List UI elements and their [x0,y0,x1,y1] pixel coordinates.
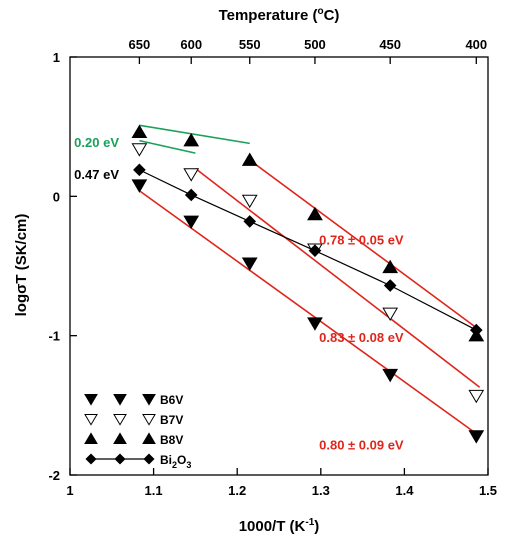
legend-label: B7V [160,413,183,427]
legend-marker [85,453,97,465]
data-point [131,179,148,193]
legend-item: B7V [84,413,183,427]
legend-marker [113,432,127,444]
plot-area: 1 1.1 1.2 1.3 1.4 1.5 -2 -1 0 1 650 600 550 500 450 400… [48,37,497,498]
fit-line [194,167,481,388]
data-point [183,132,200,147]
data-point [382,307,399,322]
legend-marker [113,394,127,406]
data-point [133,163,146,177]
series-4 [133,163,483,337]
fit-line [249,159,481,331]
data-point [183,168,200,182]
series-1 [131,179,485,444]
annotation-label: 0.78 ± 0.05 eV [319,233,404,248]
y-axis-title: logσT (SK/cm) [13,214,30,317]
data-point [469,323,483,337]
data-point [468,430,485,444]
legend-marker [142,394,156,406]
data-point [183,215,200,230]
legend-marker [84,414,98,426]
legend-marker [142,432,156,444]
data-point [307,317,323,331]
series-2 [131,143,485,404]
top-tick-label: 500 [304,37,326,52]
x-tick-label: 1.1 [145,483,163,498]
data-point [243,215,257,228]
data-point [184,188,198,202]
series-line [139,169,477,331]
legend-marker [113,414,127,426]
legend-label: B6V [160,393,183,407]
x-tick-label: 1.3 [312,483,330,498]
data-point [382,368,399,383]
data-point [382,259,399,274]
legend-marker [114,453,126,465]
annotations: 0.20 eV 0.47 eV 0.78 ± 0.05 eV 0.83 ± 0.08 … [74,135,404,452]
series-layer [131,124,485,444]
y-tick-label: -2 [48,468,60,483]
x-tick-label: 1.4 [395,483,414,498]
x-tick-label: 1.2 [228,483,246,498]
annotation-label: 0.83 ± 0.08 eV [319,330,404,345]
ticks-layer: 1 1.1 1.2 1.3 1.4 1.5 -2 -1 0 1 650 600 550 500 450 400 [48,37,497,498]
data-point [308,244,322,257]
fit-line [138,190,481,437]
data-point [383,279,397,292]
top-tick-label: 450 [379,37,401,52]
data-point [241,194,258,209]
legend: B6V B7V B8V Bi2O3 [84,393,191,470]
plot-frame [69,56,489,476]
annotation-label: 0.80 ± 0.09 eV [319,437,404,452]
legend-marker [142,414,156,426]
data-point [307,206,323,221]
data-point [241,152,258,166]
top-tick-label: 600 [180,37,202,52]
data-point [131,124,148,138]
legend-item: B6V [84,393,183,407]
top-tick-label: 550 [239,37,261,52]
top-tick-label: 400 [465,37,487,52]
legend-label: Bi2O3 [160,453,191,470]
fit-lines [138,124,481,437]
data-point [131,143,148,157]
legend-marker [143,453,155,465]
annotation-label: 0.47 eV [74,167,119,182]
x-axis-title: 1000/T (K-1) [239,517,320,535]
data-point [241,257,258,271]
y-tick-label: 1 [53,50,60,65]
legend-label: B8V [160,433,183,447]
legend-marker [84,394,98,406]
x-tick-label: 1.5 [479,483,497,498]
x-tick-label: 1 [66,483,73,498]
legend-item: B8V [84,432,183,447]
y-tick-label: 0 [53,189,60,204]
fit-line [139,139,196,154]
top-tick-label: 650 [129,37,151,52]
fit-line [139,124,250,145]
data-point [468,389,485,404]
series-3 [131,124,485,342]
annotation-label: 0.20 eV [74,135,119,150]
top-axis-title: Temperature (oC) [219,6,340,24]
y-tick-label: -1 [48,329,60,344]
legend-item: Bi2O3 [85,453,191,470]
legend-marker [84,432,98,444]
